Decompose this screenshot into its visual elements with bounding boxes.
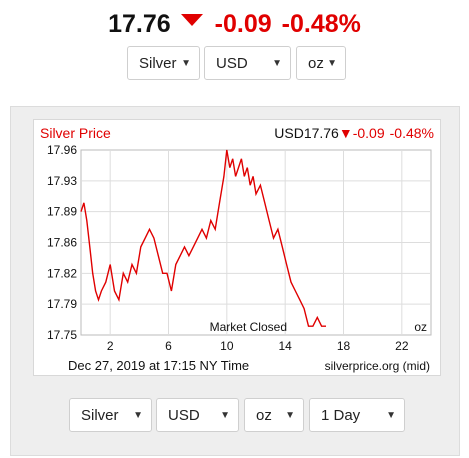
chevron-down-icon: ▼ <box>272 58 282 69</box>
y-tick-label: 17.79 <box>47 297 77 311</box>
chart-change-percent: -0.48% <box>390 125 434 141</box>
chart-price: 17.76 <box>304 125 339 141</box>
chart-footer-source: silverprice.org (mid) <box>325 359 430 373</box>
x-tick-label: 2 <box>107 339 114 353</box>
chart-currency-select[interactable]: USD ▼ <box>156 398 239 432</box>
chevron-down-icon: ▼ <box>181 58 191 69</box>
chart-footer-date: Dec 27, 2019 at 17:15 NY Time <box>68 358 249 373</box>
chart-unit-select-value: oz <box>256 406 272 424</box>
unit-select[interactable]: oz ▼ <box>296 46 346 80</box>
metal-select[interactable]: Silver ▼ <box>127 46 200 80</box>
chevron-down-icon: ▼ <box>220 410 230 421</box>
x-axis-ticks: 2 6 10 14 18 22 <box>107 339 409 353</box>
price-headline: 17.76 -0.09 -0.48% <box>0 6 469 42</box>
chart-currency: USD <box>274 125 304 141</box>
chart-metal-select[interactable]: Silver ▼ <box>69 398 152 432</box>
silver-price-chart: Silver Price USD17.76▼-0.09 -0.48% 17.961… <box>40 125 434 373</box>
chart-title: Silver Price <box>40 125 111 141</box>
y-axis-ticks: 17.96 17.93 17.89 17.86 17.82 17.79 17.75 <box>47 143 77 342</box>
current-price: 17.76 <box>108 9 171 38</box>
chart-container: Silver Price USD17.76▼-0.09 -0.48% 17.96 1… <box>33 119 441 376</box>
chevron-down-icon: ▼ <box>386 410 396 421</box>
x-tick-label: 14 <box>278 339 292 353</box>
chart-range-select[interactable]: 1 Day ▼ <box>309 398 405 432</box>
series-line <box>80 149 326 327</box>
chart-metal-select-value: Silver <box>81 406 119 424</box>
price-change-percent: -0.48% <box>281 9 361 38</box>
unit-select-value: oz <box>308 54 324 72</box>
chevron-down-icon: ▼ <box>133 410 143 421</box>
price-change: -0.09 <box>214 9 272 38</box>
chart-currency-select-value: USD <box>168 406 200 424</box>
x-tick-label: 6 <box>165 339 172 353</box>
y-tick-label: 17.89 <box>47 205 77 219</box>
y-tick-label: 17.82 <box>47 266 77 280</box>
unit-annotation: oz <box>414 320 427 334</box>
x-tick-label: 10 <box>220 339 234 353</box>
chart-unit-select[interactable]: oz ▼ <box>244 398 304 432</box>
currency-select-value: USD <box>216 54 248 72</box>
market-status-annotation: Market Closed <box>210 320 287 334</box>
chevron-down-icon: ▼ <box>327 58 337 69</box>
y-tick-label: 17.75 <box>47 328 77 342</box>
chevron-down-icon: ▼ <box>285 410 295 421</box>
y-tick-label: 17.96 <box>47 143 77 157</box>
chart-change: -0.09 <box>353 125 385 141</box>
chart-price-summary: USD17.76▼-0.09 -0.48% <box>274 125 434 141</box>
chart-range-select-value: 1 Day <box>321 406 361 424</box>
metal-select-value: Silver <box>139 54 177 72</box>
x-tick-label: 22 <box>395 339 409 353</box>
y-tick-label: 17.93 <box>47 174 77 188</box>
down-arrow-icon <box>180 14 203 26</box>
x-tick-label: 18 <box>337 339 351 353</box>
currency-select[interactable]: USD ▼ <box>204 46 291 80</box>
y-tick-label: 17.86 <box>47 236 77 250</box>
chart-down-arrow-icon: ▼ <box>339 125 353 141</box>
chart-grid <box>80 149 432 336</box>
